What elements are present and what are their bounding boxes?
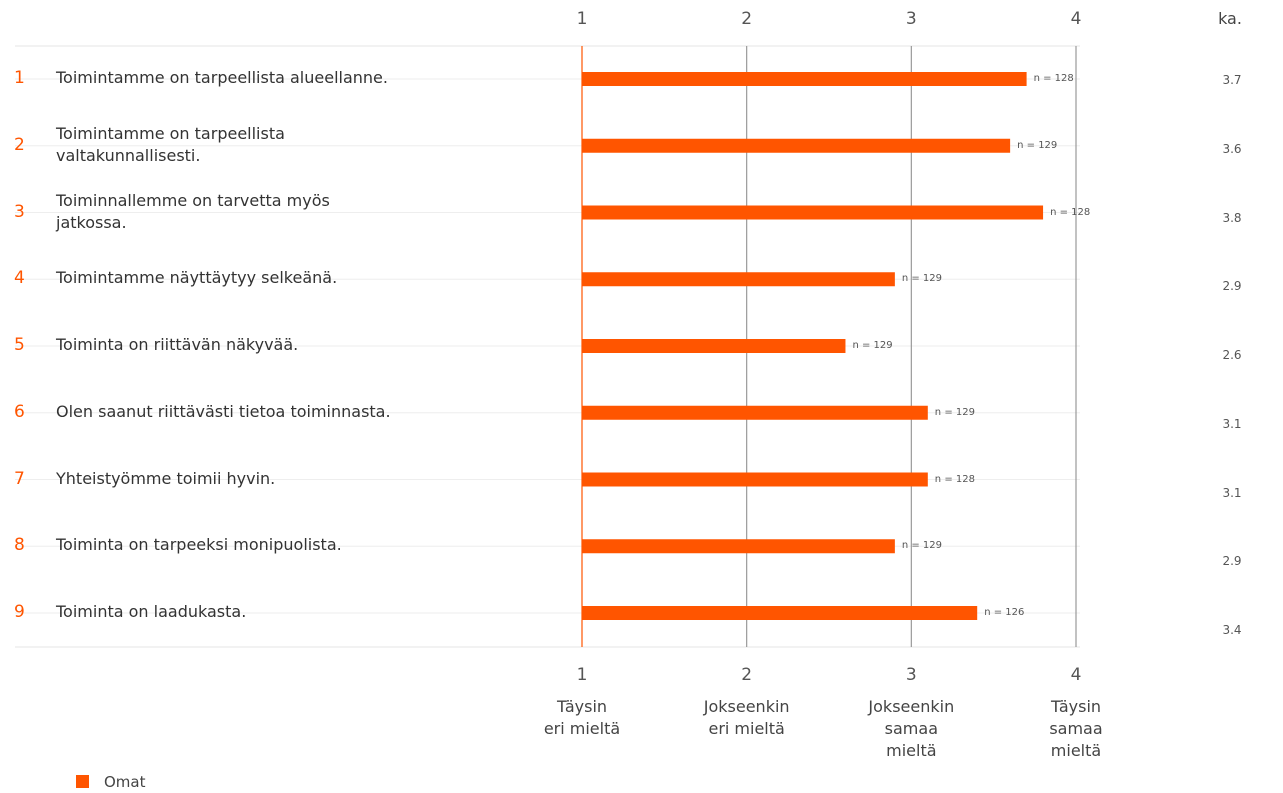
n-label: n = 128 bbox=[1050, 206, 1091, 218]
row-number: 5 bbox=[14, 335, 25, 355]
scale-label: Jokseenkin samaa mieltä bbox=[868, 697, 955, 760]
n-label: n = 129 bbox=[852, 340, 893, 351]
statement: Toiminta on riittävän näkyvää. bbox=[56, 335, 299, 354]
statement: Toimintamme on tarpeellista alueellanne. bbox=[56, 68, 388, 87]
mean-value: 3.8 bbox=[1222, 210, 1242, 225]
row-number: 7 bbox=[14, 468, 25, 489]
x-tick-label: 2 bbox=[741, 665, 753, 685]
x-tick-label: 2 bbox=[741, 9, 753, 29]
row-number: 3 bbox=[14, 201, 25, 222]
x-tick-label: 1 bbox=[576, 665, 588, 685]
x-tick-label: 1 bbox=[576, 9, 588, 29]
mean-value: 2.9 bbox=[1222, 554, 1242, 569]
bar bbox=[582, 138, 1011, 153]
x-tick-label: 3 bbox=[905, 665, 917, 685]
scale-label: Täysin samaa mieltä bbox=[1049, 697, 1103, 760]
mean-value: 3.1 bbox=[1222, 416, 1242, 431]
bar bbox=[582, 405, 928, 420]
n-label: n = 129 bbox=[901, 540, 943, 552]
statement: Yhteistyömme toimii hyvin. bbox=[56, 468, 276, 488]
mean-header: ka. bbox=[1218, 9, 1242, 28]
statement: Toimintamme on tarpeellista valtakunnall… bbox=[56, 123, 285, 165]
n-label: n = 128 bbox=[1033, 73, 1074, 84]
n-label: n = 129 bbox=[1017, 139, 1058, 151]
statement: Toiminnallemme on tarvetta myös jatkossa… bbox=[56, 190, 330, 232]
mean-value: 3.7 bbox=[1222, 73, 1242, 87]
legend-label: Omat bbox=[104, 773, 146, 791]
bar bbox=[582, 72, 1027, 86]
bar bbox=[582, 205, 1044, 220]
x-tick-label: 3 bbox=[905, 9, 917, 29]
bar bbox=[582, 539, 895, 554]
bar bbox=[582, 472, 928, 487]
statement: Olen saanut riittävästi tietoa toiminnas… bbox=[56, 401, 391, 421]
n-label: n = 129 bbox=[934, 406, 975, 418]
statement: Toiminta on tarpeeksi monipuolista. bbox=[56, 535, 342, 555]
statement: Toiminta on laadukasta. bbox=[56, 602, 247, 621]
row-number: 6 bbox=[14, 401, 25, 422]
row-number: 8 bbox=[14, 535, 25, 556]
statement: Toimintamme näyttäytyy selkeänä. bbox=[56, 268, 338, 288]
row-number: 1 bbox=[14, 68, 25, 88]
bar bbox=[582, 606, 978, 620]
x-tick-label: 4 bbox=[1070, 665, 1082, 685]
row-number: 2 bbox=[14, 134, 25, 155]
scale-label: Jokseenkin eri mieltä bbox=[703, 697, 790, 738]
bar bbox=[582, 272, 895, 287]
n-label: n = 126 bbox=[984, 607, 1025, 618]
row-number: 9 bbox=[14, 602, 25, 622]
scale-label: Täysin eri mieltä bbox=[543, 697, 621, 738]
mean-value: 3.4 bbox=[1222, 623, 1242, 637]
x-tick-label: 4 bbox=[1070, 9, 1082, 29]
mean-value: 3.6 bbox=[1222, 141, 1242, 156]
n-label: n = 128 bbox=[934, 473, 975, 485]
row-number: 4 bbox=[14, 268, 25, 289]
legend-swatch bbox=[76, 775, 89, 788]
bar bbox=[582, 339, 846, 353]
mean-value: 3.1 bbox=[1222, 485, 1242, 500]
n-label: n = 129 bbox=[901, 273, 943, 285]
mean-value: 2.9 bbox=[1222, 279, 1242, 294]
mean-value: 2.6 bbox=[1222, 348, 1242, 362]
